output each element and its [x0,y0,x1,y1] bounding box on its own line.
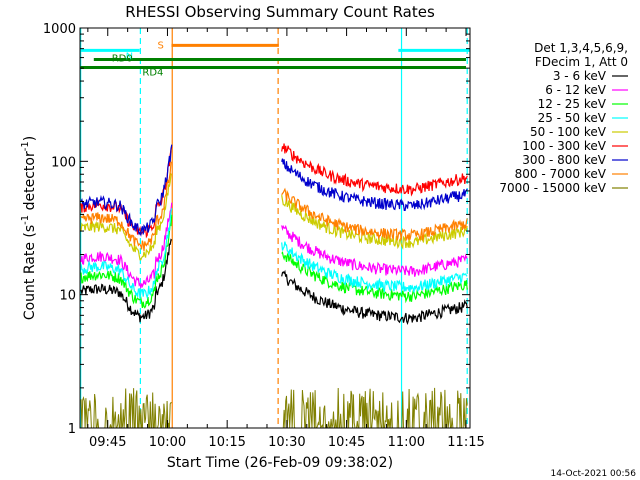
x-tick-label: 09:45 [89,435,126,450]
series-line [80,238,173,323]
flag-label-rd4: RD4 [142,68,163,79]
legend-item-label: 25 - 50 keV [538,111,607,125]
flag-label-rd0: RD0 [112,54,133,65]
series-line [80,214,173,309]
series-line [281,269,468,325]
legend: Det 1,3,4,5,6,9, FDecim 1, Att 0 3 - 6 k… [499,41,628,195]
series-line [281,195,468,250]
x-tick-label: 11:15 [447,435,484,450]
x-axis-label: Start Time (26-Feb-09 09:38:02) [167,455,393,471]
series-line [80,388,172,428]
flag-label-n: N [126,51,133,62]
series-line [281,250,468,304]
plot-frame [79,27,471,429]
x-tick-label: 10:00 [149,435,186,450]
legend-item-label: 50 - 100 keV [530,125,607,139]
legend-item-label: 6 - 12 keV [545,83,607,97]
y-axis-label: Count Rate (s-1 detector-1) [20,136,38,320]
series-line [80,202,173,289]
series-line [80,161,172,251]
legend-item-label: 7000 - 15000 keV [499,181,606,195]
flag-label-s: S [158,40,164,51]
series-line [281,187,468,242]
x-tick-label: 10:15 [208,435,245,450]
legend-item-label: 300 - 800 keV [522,153,606,167]
y-tick-label: 1 [68,422,76,437]
series-line [281,241,468,294]
x-tick-label: 10:45 [328,435,365,450]
chart-title: RHESSI Observing Summary Count Rates [125,3,435,21]
footer-timestamp: 14-Oct-2021 00:56 [551,469,637,479]
x-tick-label: 10:30 [268,435,305,450]
legend-item-label: 3 - 6 keV [553,69,607,83]
series-line [281,158,468,211]
series-line [281,387,468,428]
legend-header-line-1: Det 1,3,4,5,6,9, [534,41,628,55]
x-tick-label: 11:00 [388,435,425,450]
legend-item-label: 100 - 300 keV [522,139,606,153]
series-line [281,224,468,277]
y-tick-label: 100 [51,155,76,170]
y-tick-label: 10 [59,289,76,304]
y-tick-label: 1000 [43,22,76,37]
legend-header-line-2: FDecim 1, Att 0 [535,55,628,69]
series-line [80,172,173,261]
legend-item-label: 12 - 25 keV [538,97,607,111]
legend-item-label: 800 - 7000 keV [515,167,607,181]
series-line [80,208,173,300]
series-line [80,144,173,237]
series-line [281,143,468,197]
